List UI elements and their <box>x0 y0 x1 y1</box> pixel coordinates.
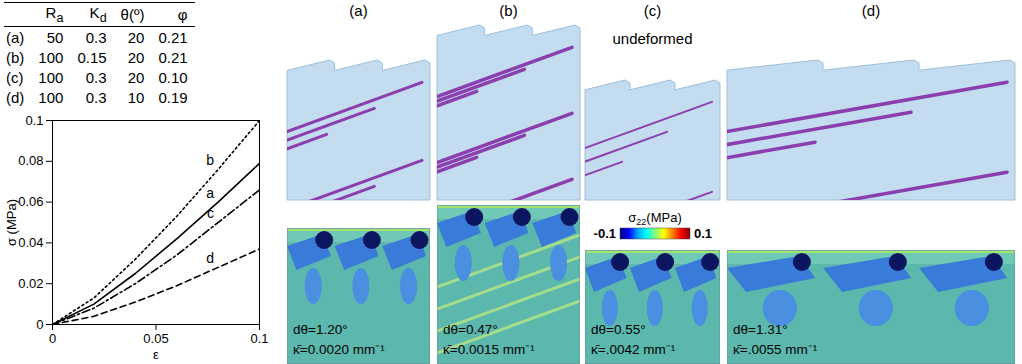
html-text:0.15: 0.15 <box>77 48 107 66</box>
svg-text:(b): (b) <box>499 2 517 19</box>
svg-text:0.05: 0.05 <box>143 331 168 346</box>
svg-text:0.1: 0.1 <box>694 226 712 241</box>
svg-text:κ̄=0.0015 mm⁻¹: κ̄=0.0015 mm⁻¹ <box>443 342 535 357</box>
html-text:0.3: 0.3 <box>85 28 107 46</box>
svg-text:κ̄=.0042 mm⁻¹: κ̄=.0042 mm⁻¹ <box>591 342 676 357</box>
svg-text:undeformed: undeformed <box>612 30 692 47</box>
html-text:Kd: Kd <box>89 4 107 25</box>
svg-text:σ (MPa): σ (MPa) <box>4 199 19 246</box>
html-text:(c): (c) <box>6 68 24 86</box>
svg-text:c: c <box>207 205 214 221</box>
svg-text:0: 0 <box>49 331 56 346</box>
html-text:0.3: 0.3 <box>85 88 107 106</box>
html-text:50: 50 <box>46 28 64 46</box>
svg-text:dθ=0.47°: dθ=0.47° <box>443 322 498 337</box>
svg-text:a: a <box>206 185 214 201</box>
svg-text:dθ=1.31°: dθ=1.31° <box>733 322 788 337</box>
svg-text:0.04: 0.04 <box>18 235 43 250</box>
svg-text:d: d <box>206 250 214 266</box>
svg-text:b: b <box>206 152 214 168</box>
svg-text:0.02: 0.02 <box>18 276 43 291</box>
svg-text:σ22(MPa): σ22(MPa) <box>628 210 681 227</box>
html-text:100: 100 <box>38 68 64 86</box>
html-text:10: 10 <box>127 88 145 106</box>
html-text:20: 20 <box>127 28 145 46</box>
html-text:θ(º): θ(º) <box>120 6 145 23</box>
svg-text:0.08: 0.08 <box>18 153 43 168</box>
html-text:Ra: Ra <box>45 4 64 25</box>
html-text:(d): (d) <box>6 88 25 106</box>
svg-text:κ̄=0.0020 mm⁻¹: κ̄=0.0020 mm⁻¹ <box>293 342 385 357</box>
svg-text:dθ=1.20°: dθ=1.20° <box>293 322 348 337</box>
svg-text:ε: ε <box>153 347 159 362</box>
svg-text:-0.1: -0.1 <box>594 226 616 241</box>
html-text:100: 100 <box>38 88 64 106</box>
svg-text:0: 0 <box>36 317 43 332</box>
html-text:0.21: 0.21 <box>158 28 188 46</box>
svg-text:0.06: 0.06 <box>18 194 43 209</box>
svg-text:κ̄=.0055 mm⁻¹: κ̄=.0055 mm⁻¹ <box>733 342 818 357</box>
html-text:0.19: 0.19 <box>158 88 188 106</box>
html-text:100: 100 <box>38 48 64 66</box>
html-text:(a): (a) <box>6 28 25 46</box>
svg-text:0.1: 0.1 <box>25 113 43 128</box>
svg-text:(a): (a) <box>349 2 367 19</box>
html-text:20: 20 <box>127 48 145 66</box>
html-text:0.3: 0.3 <box>85 68 107 86</box>
html-text:φ: φ <box>177 6 188 23</box>
html-text:0.21: 0.21 <box>158 48 188 66</box>
svg-text:dθ=0.55°: dθ=0.55° <box>591 322 646 337</box>
svg-text:(d): (d) <box>862 2 880 19</box>
svg-text:(c): (c) <box>644 2 662 19</box>
html-text:(b): (b) <box>6 48 25 66</box>
html-text:20: 20 <box>127 68 145 86</box>
html-text:0.10: 0.10 <box>158 68 188 86</box>
svg-text:0.1: 0.1 <box>250 331 268 346</box>
